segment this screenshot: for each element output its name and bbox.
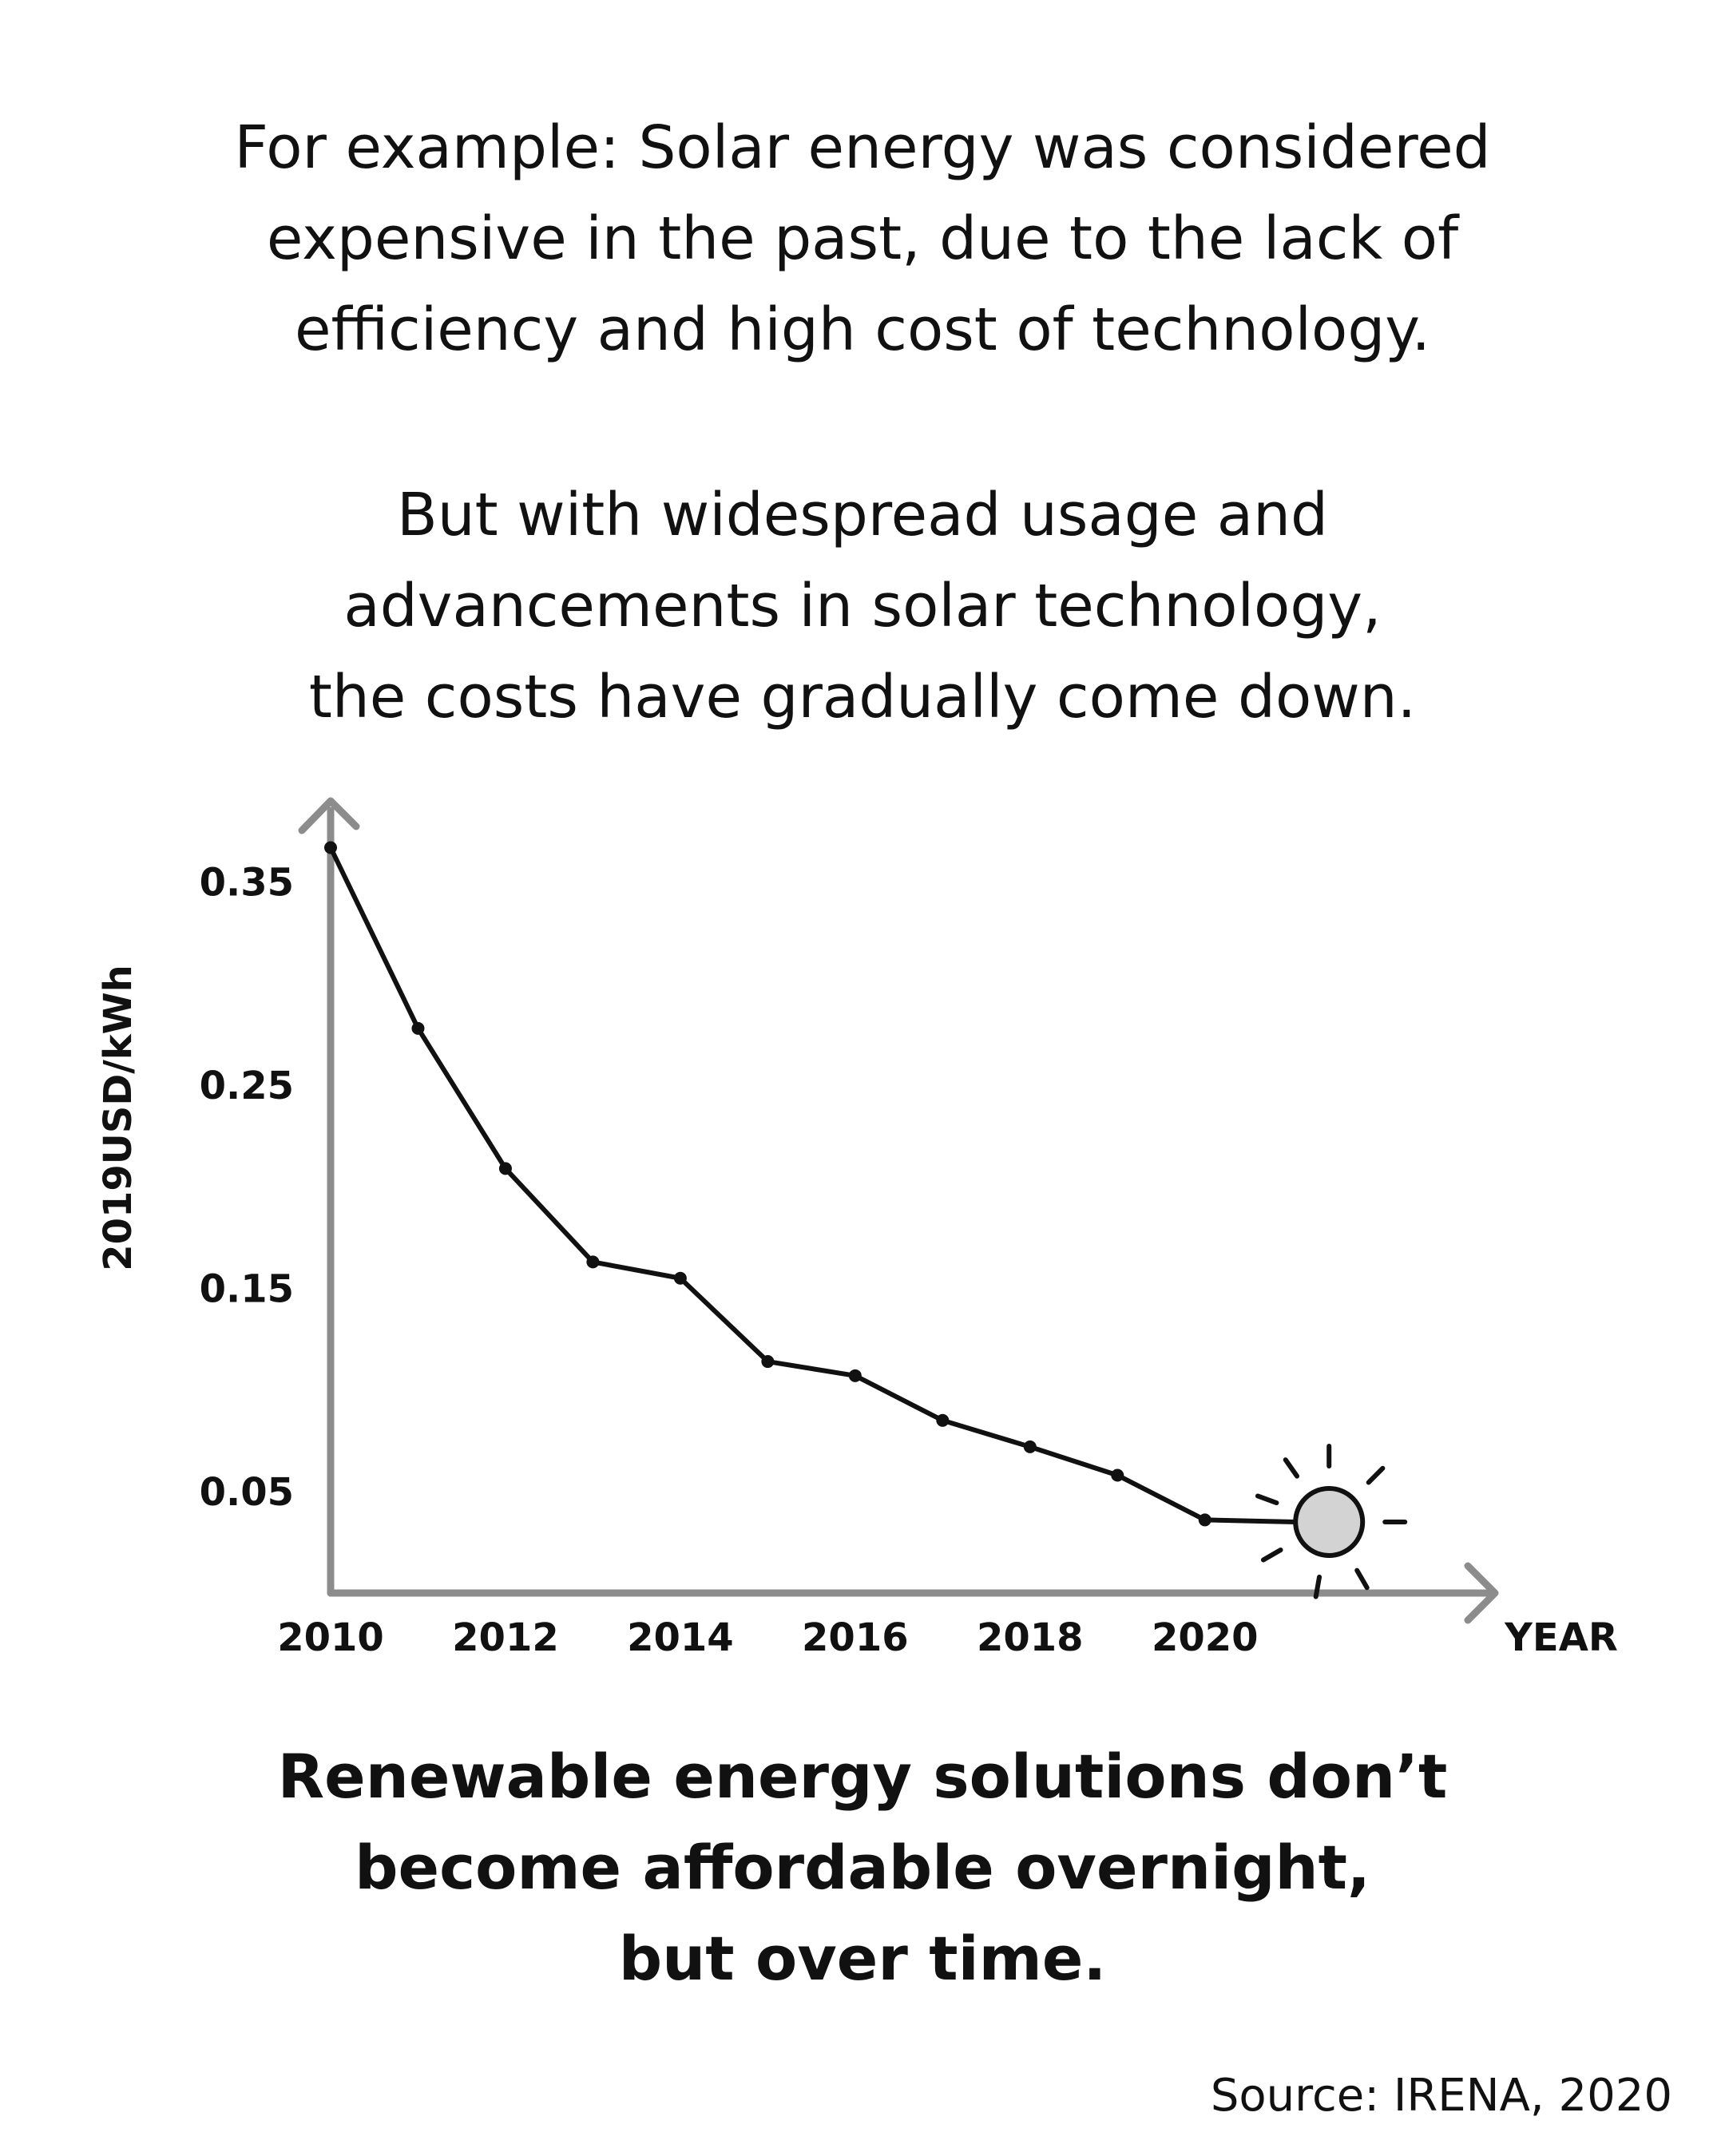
conclusion-line: become affordable overnight,: [355, 1832, 1370, 1903]
y-tick-label: 0.15: [200, 1266, 294, 1311]
conclusion-line: but over time.: [618, 1923, 1107, 1994]
data-point: [498, 1162, 512, 1175]
x-tick-label: 2018: [977, 1615, 1084, 1660]
data-point: [1023, 1440, 1037, 1453]
intro-paragraph: For example: Solar energy was considered…: [0, 102, 1725, 375]
y-tick-label: 0.35: [200, 861, 294, 906]
sun-disc: [1293, 1485, 1366, 1558]
sun-icon: [1255, 1443, 1408, 1599]
sun-ray: [1313, 1574, 1322, 1599]
conclusion-line: Renewable energy solutions don’t: [277, 1741, 1448, 1812]
y-tick-label: 0.05: [200, 1470, 294, 1515]
x-tick-label: 2016: [802, 1615, 909, 1660]
data-point: [586, 1255, 600, 1269]
sun-ray: [1283, 1457, 1300, 1479]
sun-ray: [1354, 1567, 1370, 1591]
series-group: [324, 841, 1299, 1527]
intro-line: expensive in the past, due to the lack o…: [266, 204, 1459, 273]
context-line: advancements in solar technology,: [343, 572, 1382, 640]
intro-line: For example: Solar energy was considered: [234, 113, 1491, 182]
data-point: [848, 1369, 862, 1382]
x-tick-label: 2010: [277, 1615, 384, 1660]
x-tick-label: 2020: [1152, 1615, 1259, 1660]
x-tick-labels: 2010 2012 2014 2016 2018 2020: [277, 1615, 1258, 1660]
y-axis-arrowhead: [298, 797, 360, 834]
data-point: [761, 1355, 775, 1369]
x-axis-title: YEAR: [1504, 1615, 1618, 1660]
sun-ray: [1366, 1465, 1386, 1485]
sun-ray: [1260, 1547, 1283, 1563]
y-axis-title: 2019USD/kWh: [96, 965, 141, 1271]
source-note: Source: IRENA, 2020: [1210, 2070, 1672, 2122]
y-tick-label: 0.25: [200, 1064, 294, 1108]
context-line: But with widespread usage and: [396, 481, 1329, 549]
chart-axes: [298, 797, 1499, 1624]
y-tick-labels: 0.35 0.25 0.15 0.05: [200, 861, 294, 1515]
context-line: the costs have gradually come down.: [308, 663, 1417, 731]
conclusion-paragraph: Renewable energy solutions don’t become …: [0, 1731, 1725, 2004]
intro-line: efficiency and high cost of technology.: [294, 295, 1431, 364]
sun-ray: [1255, 1493, 1279, 1506]
data-point: [936, 1413, 950, 1427]
data-point: [1198, 1513, 1211, 1527]
x-tick-label: 2012: [452, 1615, 559, 1660]
x-tick-label: 2014: [627, 1615, 734, 1660]
data-point: [1111, 1468, 1124, 1482]
data-point: [411, 1021, 425, 1035]
series-line: [328, 845, 1299, 1524]
data-point: [324, 841, 337, 854]
context-paragraph: But with widespread usage and advancemen…: [0, 470, 1725, 743]
x-axis-arrowhead: [1464, 1562, 1499, 1624]
data-point: [673, 1271, 687, 1285]
